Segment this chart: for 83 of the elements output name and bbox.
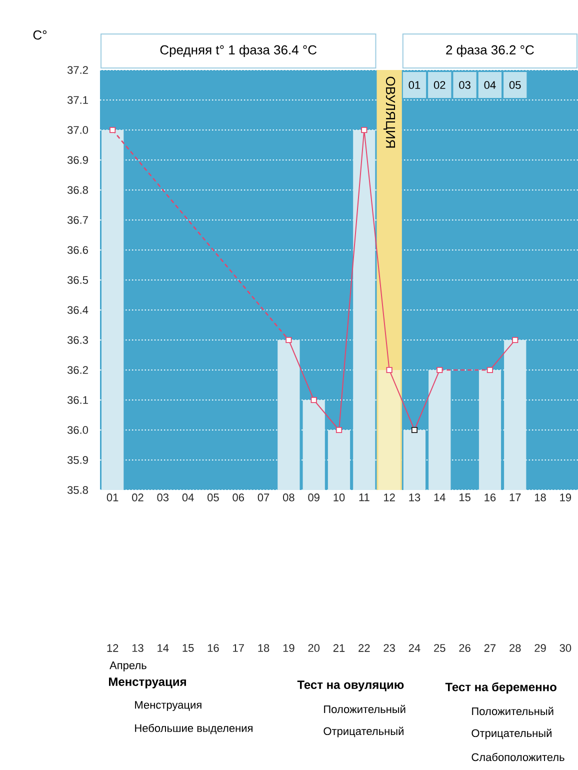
y-tick-label: 36.1 [67, 396, 88, 404]
x-tick-label: 01 [106, 494, 118, 502]
annotation: 04 [484, 81, 496, 89]
x-tick-label: 07 [258, 494, 270, 502]
x-tick-label: 19 [560, 494, 572, 502]
y-tick-label: 36.8 [67, 186, 88, 194]
annotation: 02 [434, 81, 446, 89]
text: 18 [258, 644, 270, 652]
text: Средняя t° 1 фаза 36.4 °C [160, 44, 317, 58]
y-tick-label: 37.2 [67, 66, 88, 74]
text: Отрицательный [472, 728, 552, 740]
x-tick-label: 12 [384, 494, 395, 502]
point [110, 126, 116, 134]
y-tick-label: 37.1 [67, 96, 88, 104]
y-tick-label: 35.9 [67, 456, 88, 464]
annotation: 05 [509, 81, 521, 89]
text: 24 [408, 644, 420, 652]
text: 25 [434, 644, 446, 652]
y-axis-title: C° [33, 30, 47, 40]
y-tick-label: 35.8 [67, 486, 88, 494]
y-tick-label: 36.9 [67, 156, 88, 164]
point [486, 366, 493, 374]
text: Тест на овуляцию [297, 680, 404, 692]
text: Менструация [135, 701, 202, 711]
x-axis-title: Апрель [110, 662, 146, 672]
text: Слабоположитель [472, 752, 564, 762]
x-tick-label: 16 [484, 494, 496, 502]
text: 2 фаза 36.2 °C [446, 44, 534, 58]
text: 19 [283, 644, 294, 652]
x-tick-label: 14 [434, 494, 446, 502]
y-tick-label: 36.6 [67, 246, 88, 254]
text: Положительный [472, 706, 554, 716]
text: Небольшие выделения [135, 724, 252, 734]
text: 30 [560, 644, 572, 652]
x-tick-label: 02 [132, 494, 144, 502]
x-tick-label: 15 [460, 494, 470, 502]
x-tick-label: 17 [510, 494, 521, 502]
text: 29 [534, 644, 546, 652]
text: Отрицательный [324, 726, 404, 738]
x-tick-label: 06 [232, 494, 244, 502]
text: Положительный [324, 704, 406, 714]
point [336, 426, 342, 434]
x-tick-label: 03 [157, 494, 169, 502]
y-tick-label: 37.0 [67, 126, 88, 134]
annotation: 01 [408, 81, 420, 89]
x-tick-label: 09 [308, 494, 320, 502]
text: Тест на беременно [445, 682, 556, 694]
point [361, 126, 368, 134]
y-tick-label: 36.4 [67, 306, 88, 314]
point [512, 336, 518, 344]
text: 22 [358, 644, 370, 652]
text: 28 [510, 644, 521, 652]
text: 21 [333, 644, 345, 652]
point [386, 366, 392, 374]
text: 12 [107, 644, 118, 652]
y-tick-label: 36.5 [67, 276, 88, 284]
y-tick-label: 36.7 [67, 216, 88, 224]
x-tick-label: 13 [409, 494, 420, 502]
text: 23 [384, 644, 395, 652]
x-tick-label: 18 [534, 494, 546, 502]
point [286, 336, 292, 344]
point [411, 426, 418, 434]
annotation: 03 [459, 81, 470, 89]
y-tick-label: 36.3 [67, 336, 88, 344]
band-label: ОВУЛЯЦИЯ [383, 76, 396, 148]
point [310, 396, 317, 404]
text: 27 [484, 644, 496, 652]
text: 15 [182, 644, 194, 652]
x-tick-label: 10 [334, 494, 345, 502]
point [436, 366, 443, 374]
text: 14 [158, 644, 169, 652]
text: Менструация [109, 678, 186, 688]
x-tick-label: 08 [282, 494, 294, 502]
text: 13 [132, 644, 144, 652]
y-tick-label: 36.2 [67, 366, 88, 374]
x-tick-label: 11 [359, 494, 370, 502]
y-tick-label: 36.0 [67, 426, 88, 434]
text: 16 [208, 644, 219, 652]
text: 17 [233, 644, 244, 652]
text: 20 [308, 644, 320, 652]
text: 26 [459, 644, 470, 652]
x-tick-label: 05 [208, 494, 219, 502]
x-tick-label: 04 [182, 494, 194, 502]
